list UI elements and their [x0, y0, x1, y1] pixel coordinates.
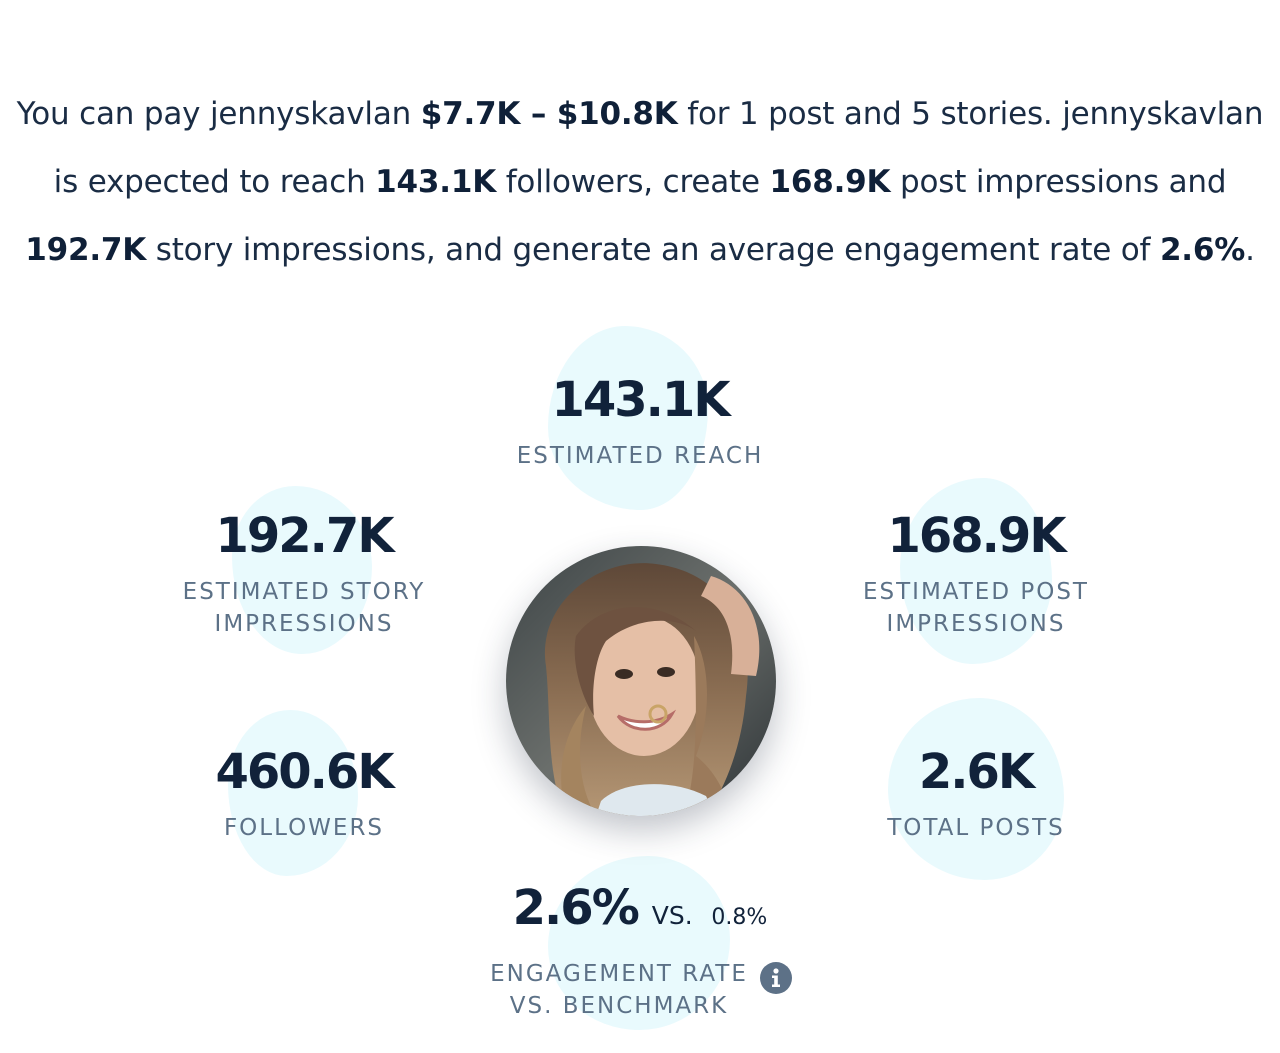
estimated-reach-value: 143.1K [551, 372, 730, 428]
post-impressions-value: 168.9K [887, 508, 1066, 564]
summary-text: post impressions and [890, 164, 1227, 200]
summary-reach: 143.1K [375, 164, 497, 200]
pricing-summary: You can pay jennyskavlan $7.7K – $10.8K … [0, 80, 1280, 284]
engagement-rate-value: 2.6% [512, 880, 640, 936]
followers-value: 460.6K [215, 744, 394, 800]
post-impressions-label-line1: ESTIMATED POST [863, 579, 1089, 605]
followers-label: FOLLOWERS [223, 815, 385, 841]
engagement-blob [548, 856, 730, 1030]
post-impressions-blob [900, 478, 1052, 664]
engagement-value-row: 2.6% VS. 0.8% [440, 880, 840, 946]
followers-blob [228, 710, 358, 876]
engagement-label-line1: ENGAGEMENT RATE [490, 961, 748, 987]
summary-engagement: 2.6% [1159, 232, 1246, 268]
avatar-image [506, 546, 776, 816]
story-impressions-label-line1: ESTIMATED STORY [182, 579, 426, 605]
stat-estimated-post-impressions: 168.9K ESTIMATED POST IMPRESSIONS [796, 508, 1156, 640]
stat-total-posts: 2.6K TOTAL POSTS [796, 744, 1156, 844]
summary-story-impressions: 192.7K [25, 232, 147, 268]
story-impressions-value: 192.7K [215, 508, 394, 564]
price-range: $7.7K – $10.8K [420, 96, 678, 132]
stat-estimated-story-impressions: 192.7K ESTIMATED STORY IMPRESSIONS [124, 508, 484, 640]
info-glyph [772, 968, 780, 987]
estimated-reach-label: ESTIMATED REACH [516, 443, 764, 469]
summary-text: for 1 post and 5 stories. jennyskavlan i… [53, 96, 1264, 200]
stat-followers: 460.6K FOLLOWERS [124, 744, 484, 844]
story-impressions-blob [232, 486, 372, 654]
total-posts-label: TOTAL POSTS [887, 815, 1065, 841]
stat-estimated-reach: 143.1K ESTIMATED REACH [440, 372, 840, 472]
post-impressions-label-line2: IMPRESSIONS [886, 611, 1066, 637]
summary-text: story impressions, and generate an avera… [146, 232, 1160, 268]
engagement-label-line2: VS. BENCHMARK [509, 993, 729, 1019]
summary-text: . [1245, 232, 1255, 268]
total-posts-blob [888, 698, 1064, 880]
stat-engagement-rate: 2.6% VS. 0.8% ENGAGEMENT RATE VS. BENCHMA… [440, 880, 840, 1022]
engagement-benchmark-value: 0.8% [711, 905, 768, 930]
summary-text: You can pay jennyskavlan [16, 96, 421, 132]
engagement-vs-label: VS. [651, 901, 693, 930]
total-posts-value: 2.6K [918, 744, 1035, 800]
summary-post-impressions: 168.9K [769, 164, 891, 200]
avatar [506, 546, 776, 816]
story-impressions-label-line2: IMPRESSIONS [214, 611, 394, 637]
info-icon[interactable] [760, 962, 792, 994]
reach-blob [548, 326, 708, 510]
summary-text: followers, create [496, 164, 770, 200]
